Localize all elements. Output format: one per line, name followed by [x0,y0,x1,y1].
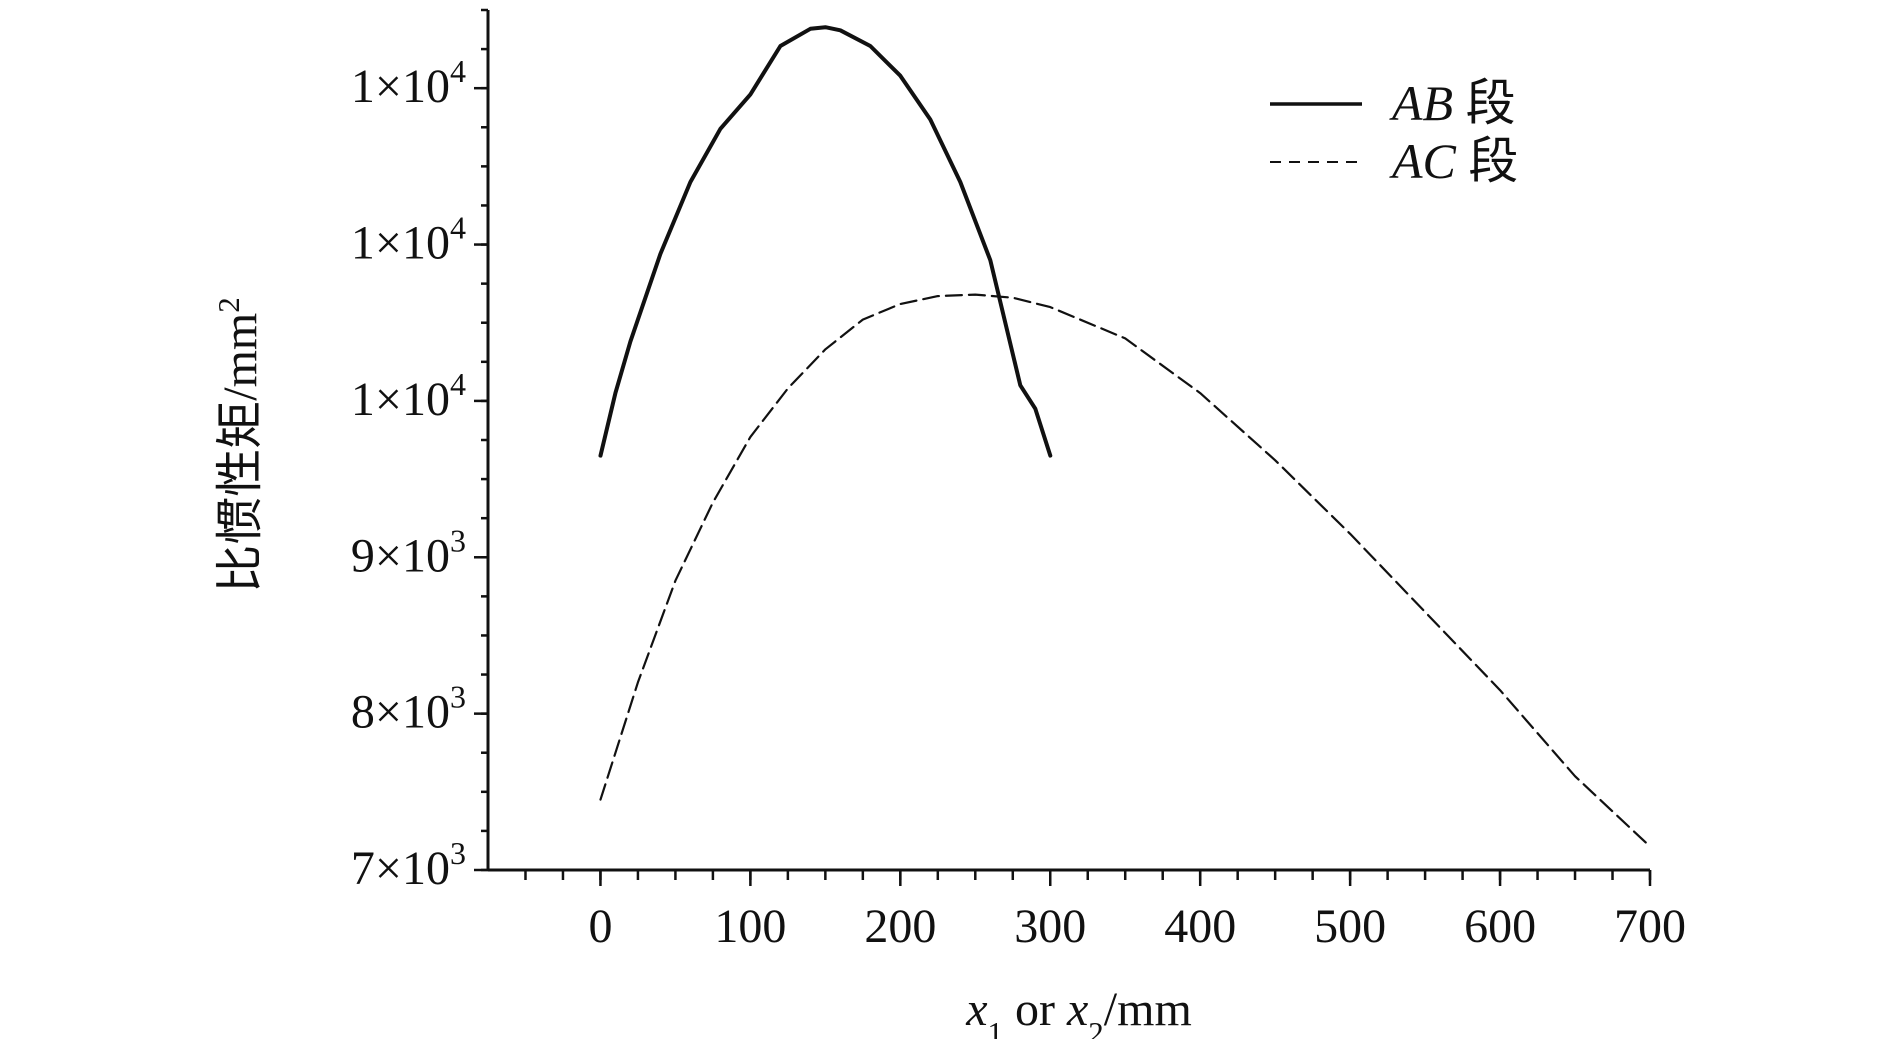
x-tick-label: 0 [588,900,612,953]
x-axis-title: x1 or x2/mm [965,983,1192,1039]
y-tick-label: 1×104 [351,53,466,113]
y-tick-label: 7×103 [351,835,466,895]
x-tick-label: 600 [1464,900,1536,953]
series-line-1 [598,25,1053,458]
x-tick-label: 700 [1614,900,1686,953]
y-tick-label: 9×103 [351,522,466,582]
legend-label-2: AC 段 [1389,133,1518,189]
x-tick-label: 400 [1164,900,1236,953]
y-tick-label: 8×103 [351,679,466,739]
y-tick-label: 1×104 [351,210,466,270]
x-tick-label: 200 [864,900,936,953]
x-tick-label: 300 [1014,900,1086,953]
x-tick-label: 500 [1314,900,1386,953]
y-axis-title: 比惯性矩/mm2 [211,297,268,593]
legend-label-1: AB 段 [1389,75,1516,131]
x-tick-label: 100 [714,900,786,953]
series-line-2 [599,293,1652,848]
y-tick-label: 1×104 [351,366,466,426]
